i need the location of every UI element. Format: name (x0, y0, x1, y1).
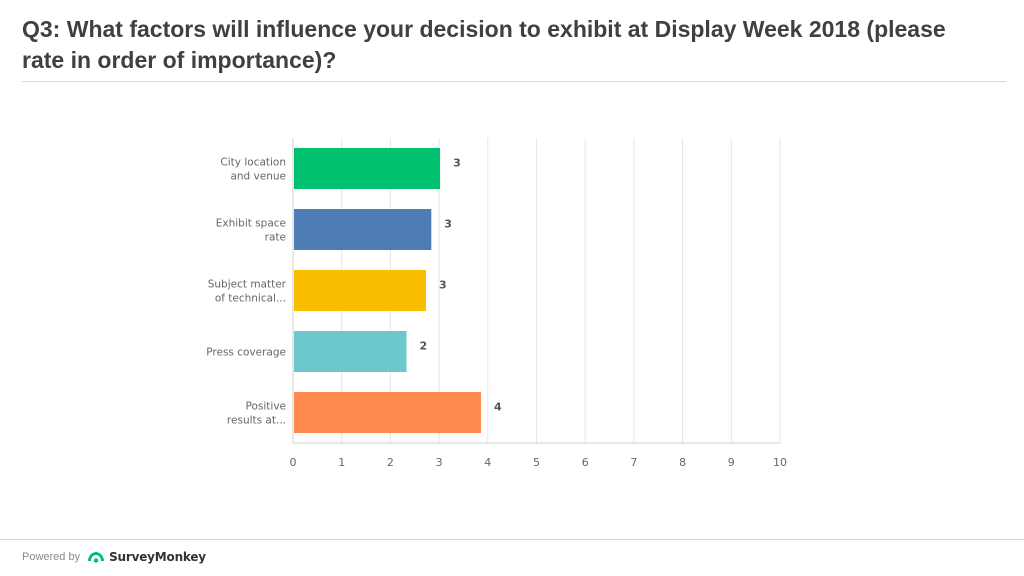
surveymonkey-logo[interactable]: SurveyMonkey (86, 550, 206, 564)
surveymonkey-brand: SurveyMonkey (109, 550, 206, 564)
x-tick-label: 1 (338, 456, 345, 469)
x-tick-label: 9 (728, 456, 735, 469)
x-tick-label: 0 (290, 456, 297, 469)
category-label: Press coverage (206, 347, 286, 359)
data-label: 4 (494, 401, 502, 414)
bar (294, 331, 407, 372)
bar (294, 209, 432, 250)
category-label: Exhibit space rate (216, 218, 286, 244)
data-label: 3 (453, 157, 461, 170)
x-tick-label: 3 (436, 456, 443, 469)
x-tick-label: 8 (679, 456, 686, 469)
category-label: Positive results at... (227, 401, 286, 427)
x-tick-label: 2 (387, 456, 394, 469)
x-tick-label: 5 (533, 456, 540, 469)
x-tick-label: 7 (630, 456, 637, 469)
title-divider (22, 81, 1006, 82)
category-label: City location and venue (220, 157, 286, 183)
bar (294, 148, 441, 189)
axes (292, 138, 780, 444)
category-label: Subject matter of technical... (208, 279, 287, 305)
footer-divider (0, 539, 1024, 540)
x-tick-label: 6 (582, 456, 589, 469)
labels: 0 1 2 3 4 5 6 7 8 9 10 3 City location and venue 3 Exhi… (206, 157, 787, 470)
data-label: 2 (419, 340, 427, 353)
footer: Powered by SurveyMonkey (22, 548, 206, 566)
x-tick-label: 4 (484, 456, 491, 469)
surveymonkey-logo-icon (88, 552, 105, 563)
bars (294, 148, 481, 433)
data-label: 3 (439, 279, 447, 292)
bar (294, 270, 426, 311)
x-tick-label: 10 (773, 456, 787, 469)
data-label: 3 (444, 218, 452, 231)
page-title: Q3: What factors will influence your dec… (22, 16, 946, 73)
powered-by-text: Powered by (22, 551, 81, 563)
bar (294, 392, 481, 433)
